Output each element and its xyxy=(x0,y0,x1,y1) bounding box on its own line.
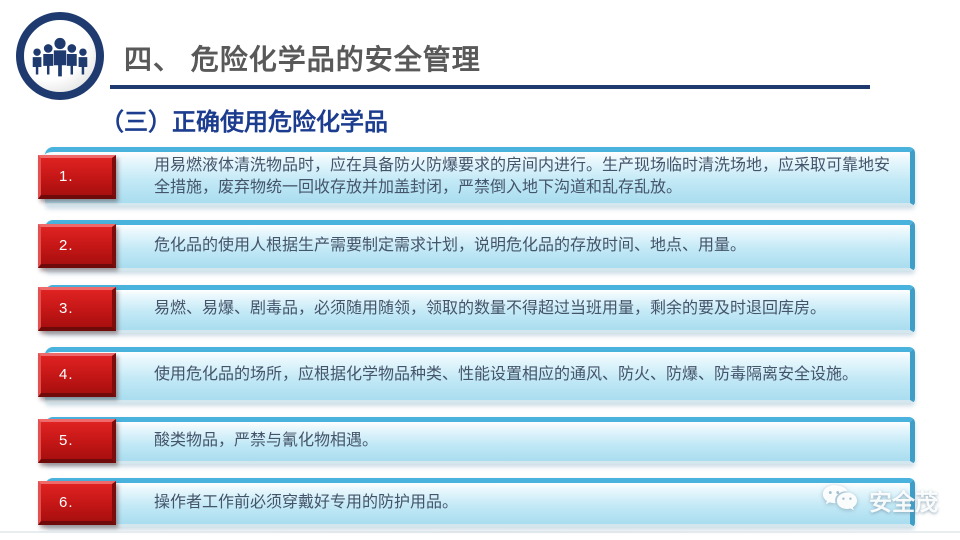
watermark: 安全茂 xyxy=(822,483,938,517)
list-item-2: 2. 危化品的使用人根据生产需要制定需求计划，说明危化品的存放时间、地点、用量。 xyxy=(38,220,915,271)
item-bar xyxy=(45,417,915,464)
item-text: 用易燃液体清洗物品时，应在具备防火防爆要求的房间内进行。生产现场临时清洗场地，应… xyxy=(154,156,891,196)
wechat-icon xyxy=(822,485,857,511)
item-bar xyxy=(45,285,915,333)
item-bar xyxy=(45,347,915,403)
item-number-badge: 6. xyxy=(38,480,116,525)
list-item-4: 4. 使用危化品的场所，应根据化学物品种类、性能设置相应的通风、防火、防爆、防毒… xyxy=(38,347,915,403)
page-title: 四、 危险化学品的安全管理 xyxy=(124,44,481,75)
item-bar xyxy=(45,220,915,271)
item-bar xyxy=(45,147,915,206)
people-group-icon xyxy=(16,12,104,100)
people-group-glyph xyxy=(32,37,88,77)
item-number-badge: 5. xyxy=(38,418,116,463)
list-item-6: 6. 操作者工作前必须穿戴好专用的防护用品。 xyxy=(38,478,915,527)
section-subtitle: （三）正确使用危险化学品 xyxy=(100,109,388,136)
item-text: 使用危化品的场所，应根据化学物品种类、性能设置相应的通风、防火、防爆、防毒隔离安… xyxy=(154,366,859,383)
item-number-badge: 3. xyxy=(38,287,116,331)
watermark-text: 安全茂 xyxy=(869,489,938,515)
item-text: 酸类物品，严禁与氰化物相遇。 xyxy=(154,431,379,449)
item-text: 操作者工作前必须穿戴好专用的防护用品。 xyxy=(154,493,459,511)
item-number: 2. xyxy=(59,236,74,254)
list-item-1: 1. 用易燃液体清洗物品时，应在具备防火防爆要求的房间内进行。生产现场临时清洗场… xyxy=(38,147,915,206)
item-text: 危化品的使用人根据生产需要制定需求计划，说明危化品的存放时间、地点、用量。 xyxy=(154,236,747,254)
item-list: 1. 用易燃液体清洗物品时，应在具备防火防爆要求的房间内进行。生产现场临时清洗场… xyxy=(38,147,915,527)
item-number-badge: 2. xyxy=(38,223,116,268)
item-number: 6. xyxy=(59,493,74,511)
item-text: 易燃、易爆、剧毒品，必须随用随领，领取的数量不得超过当班用量，剩余的要及时退回库… xyxy=(154,300,827,317)
item-bar xyxy=(45,478,915,527)
item-number: 4. xyxy=(59,366,74,383)
item-number-badge: 1. xyxy=(38,154,116,199)
title-underline xyxy=(110,85,870,89)
item-number: 5. xyxy=(59,431,74,449)
item-number: 1. xyxy=(59,167,74,185)
list-item-3: 3. 易燃、易爆、剧毒品，必须随用随领，领取的数量不得超过当班用量，剩余的要及时… xyxy=(38,285,915,333)
list-item-5: 5. 酸类物品，严禁与氰化物相遇。 xyxy=(38,417,915,464)
item-number-badge: 4. xyxy=(38,353,116,397)
bottom-divider xyxy=(0,531,960,533)
item-number: 3. xyxy=(59,300,74,317)
